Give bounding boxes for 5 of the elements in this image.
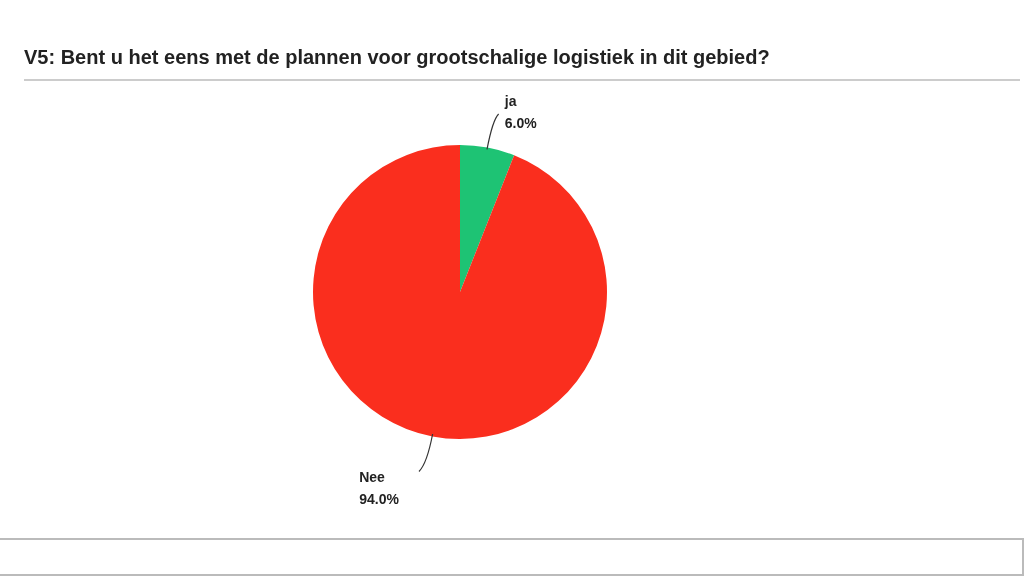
data-label: 6.0% [504, 114, 538, 131]
slice-label: ja [503, 92, 517, 109]
chart-title: V5: Bent u het eens met de plannen voor grootschalige logistiek in dit gebied? [24, 46, 770, 69]
slice-label: Nee [359, 468, 386, 485]
data-label: 94.0% [359, 490, 400, 507]
